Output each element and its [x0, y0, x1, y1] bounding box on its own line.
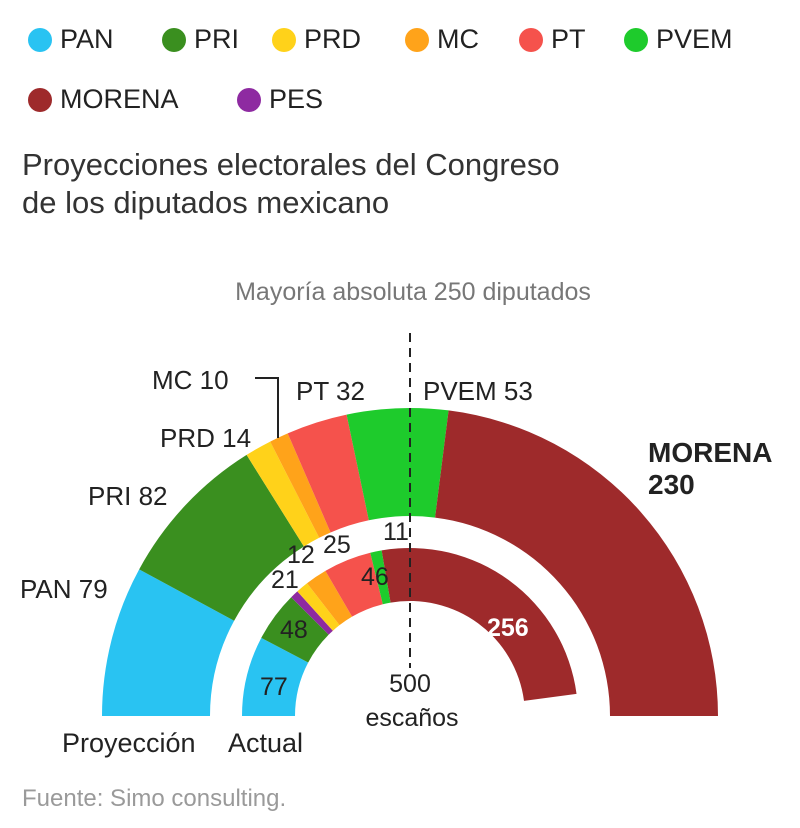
- legend-swatch: [405, 27, 429, 52]
- seat-segment-actual-mc: [307, 570, 353, 626]
- legend-item-mc: MC: [405, 24, 479, 55]
- legend-label: MC: [437, 24, 479, 54]
- mc-leader-line: [255, 377, 279, 438]
- data-label-actual-prd: 12: [287, 541, 315, 569]
- data-label-actual-pri: 48: [280, 616, 308, 644]
- center-label-unit: escaños: [365, 704, 458, 732]
- seat-segment-actual-pvem: [370, 550, 391, 605]
- legend-label: PT: [551, 24, 586, 54]
- legend-label: MORENA: [60, 84, 179, 114]
- seat-segment-proyeccion-pt: [287, 414, 369, 533]
- data-label-actual-morena: 256: [487, 614, 529, 642]
- legend-item-pes: PES: [237, 84, 323, 115]
- data-label-actual-mc-top: 25: [323, 531, 351, 559]
- legend-swatch: [237, 87, 261, 112]
- seat-segment-proyeccion-pvem: [346, 408, 449, 521]
- seat-segment-actual-prd: [297, 583, 340, 631]
- legend-swatch: [28, 27, 52, 52]
- legend-label: PVEM: [656, 24, 733, 54]
- data-label-proyeccion-pri: PRI 82: [88, 481, 168, 511]
- legend-label: PRD: [304, 24, 362, 54]
- chart-title-line-1: Proyecciones electorales del Congreso: [22, 147, 560, 182]
- seat-segment-actual-pan: [242, 637, 309, 716]
- seat-segment-proyeccion-prd: [246, 441, 320, 547]
- ring-name-proyeccion: Proyección: [62, 728, 196, 758]
- legend-label: PRI: [194, 24, 240, 54]
- legend-swatch: [162, 27, 186, 52]
- seat-segment-actual-pt: [325, 552, 383, 617]
- data-label-proyeccion-pvem: PVEM 53: [423, 376, 533, 406]
- seat-segment-proyeccion-mc: [270, 433, 331, 538]
- legend-swatch: [28, 87, 52, 112]
- seat-segment-proyeccion-pan: [102, 569, 235, 716]
- seat-segment-actual-morena: [381, 547, 577, 701]
- legend-label: PES: [269, 84, 324, 114]
- data-label-actual-pan: 77: [260, 673, 288, 701]
- chart-title-line-2: de los diputados mexicano: [22, 185, 390, 220]
- data-label-actual-pt: 46: [361, 563, 389, 591]
- legend-item-morena: MORENA: [28, 84, 179, 115]
- data-label-proyeccion-mc: MC 10: [152, 365, 229, 395]
- legend-label: PAN: [60, 24, 114, 54]
- data-label-proyeccion-morena: MORENA: [648, 437, 772, 468]
- source-note: Fuente: Simo consulting.: [22, 785, 287, 812]
- seat-segment-actual-pri: [261, 597, 329, 663]
- data-label-proyeccion-pt: PT 32: [296, 376, 365, 406]
- legend-item-prd: PRD: [272, 24, 361, 55]
- seat-segment-proyeccion-pri: [139, 454, 304, 621]
- data-label-proyeccion-prd: PRD 14: [160, 423, 251, 453]
- legend-swatch: [624, 27, 648, 52]
- legend-item-pan: PAN: [28, 24, 114, 55]
- center-label-seats: 500: [389, 670, 431, 698]
- legend-swatch: [519, 27, 543, 52]
- ring-name-actual: Actual: [228, 728, 303, 758]
- data-label-actual-pvem: 11: [383, 518, 409, 546]
- legend-swatch: [272, 27, 296, 52]
- legend-item-pri: PRI: [162, 24, 239, 55]
- data-label-proyeccion-morena-value: 230: [648, 469, 695, 500]
- chart-title: Proyecciones electorales del Congreso de…: [22, 146, 662, 222]
- seat-segment-proyeccion-morena: [435, 410, 718, 716]
- data-label-actual-mc: 21: [271, 566, 299, 594]
- data-label-proyeccion-pan: PAN 79: [20, 574, 108, 604]
- legend-item-pvem: PVEM: [624, 24, 733, 55]
- legend-item-pt: PT: [519, 24, 586, 55]
- seat-segment-actual-pes: [291, 591, 333, 635]
- majority-label: Mayoría absoluta 250 diputados: [235, 278, 591, 306]
